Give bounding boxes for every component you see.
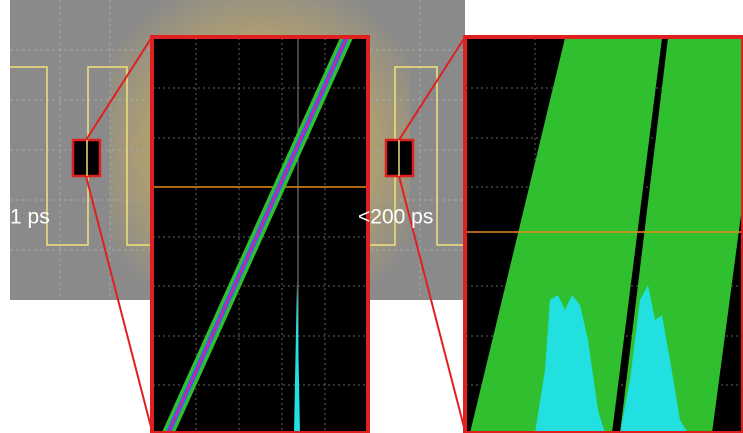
- left-label: 1 ps: [10, 206, 50, 229]
- zoom-connectors: [85, 36, 466, 432]
- right-label: <200 ps: [358, 206, 433, 229]
- left-zoom-panel: [150, 35, 370, 433]
- right-zoom-panel: [463, 35, 743, 433]
